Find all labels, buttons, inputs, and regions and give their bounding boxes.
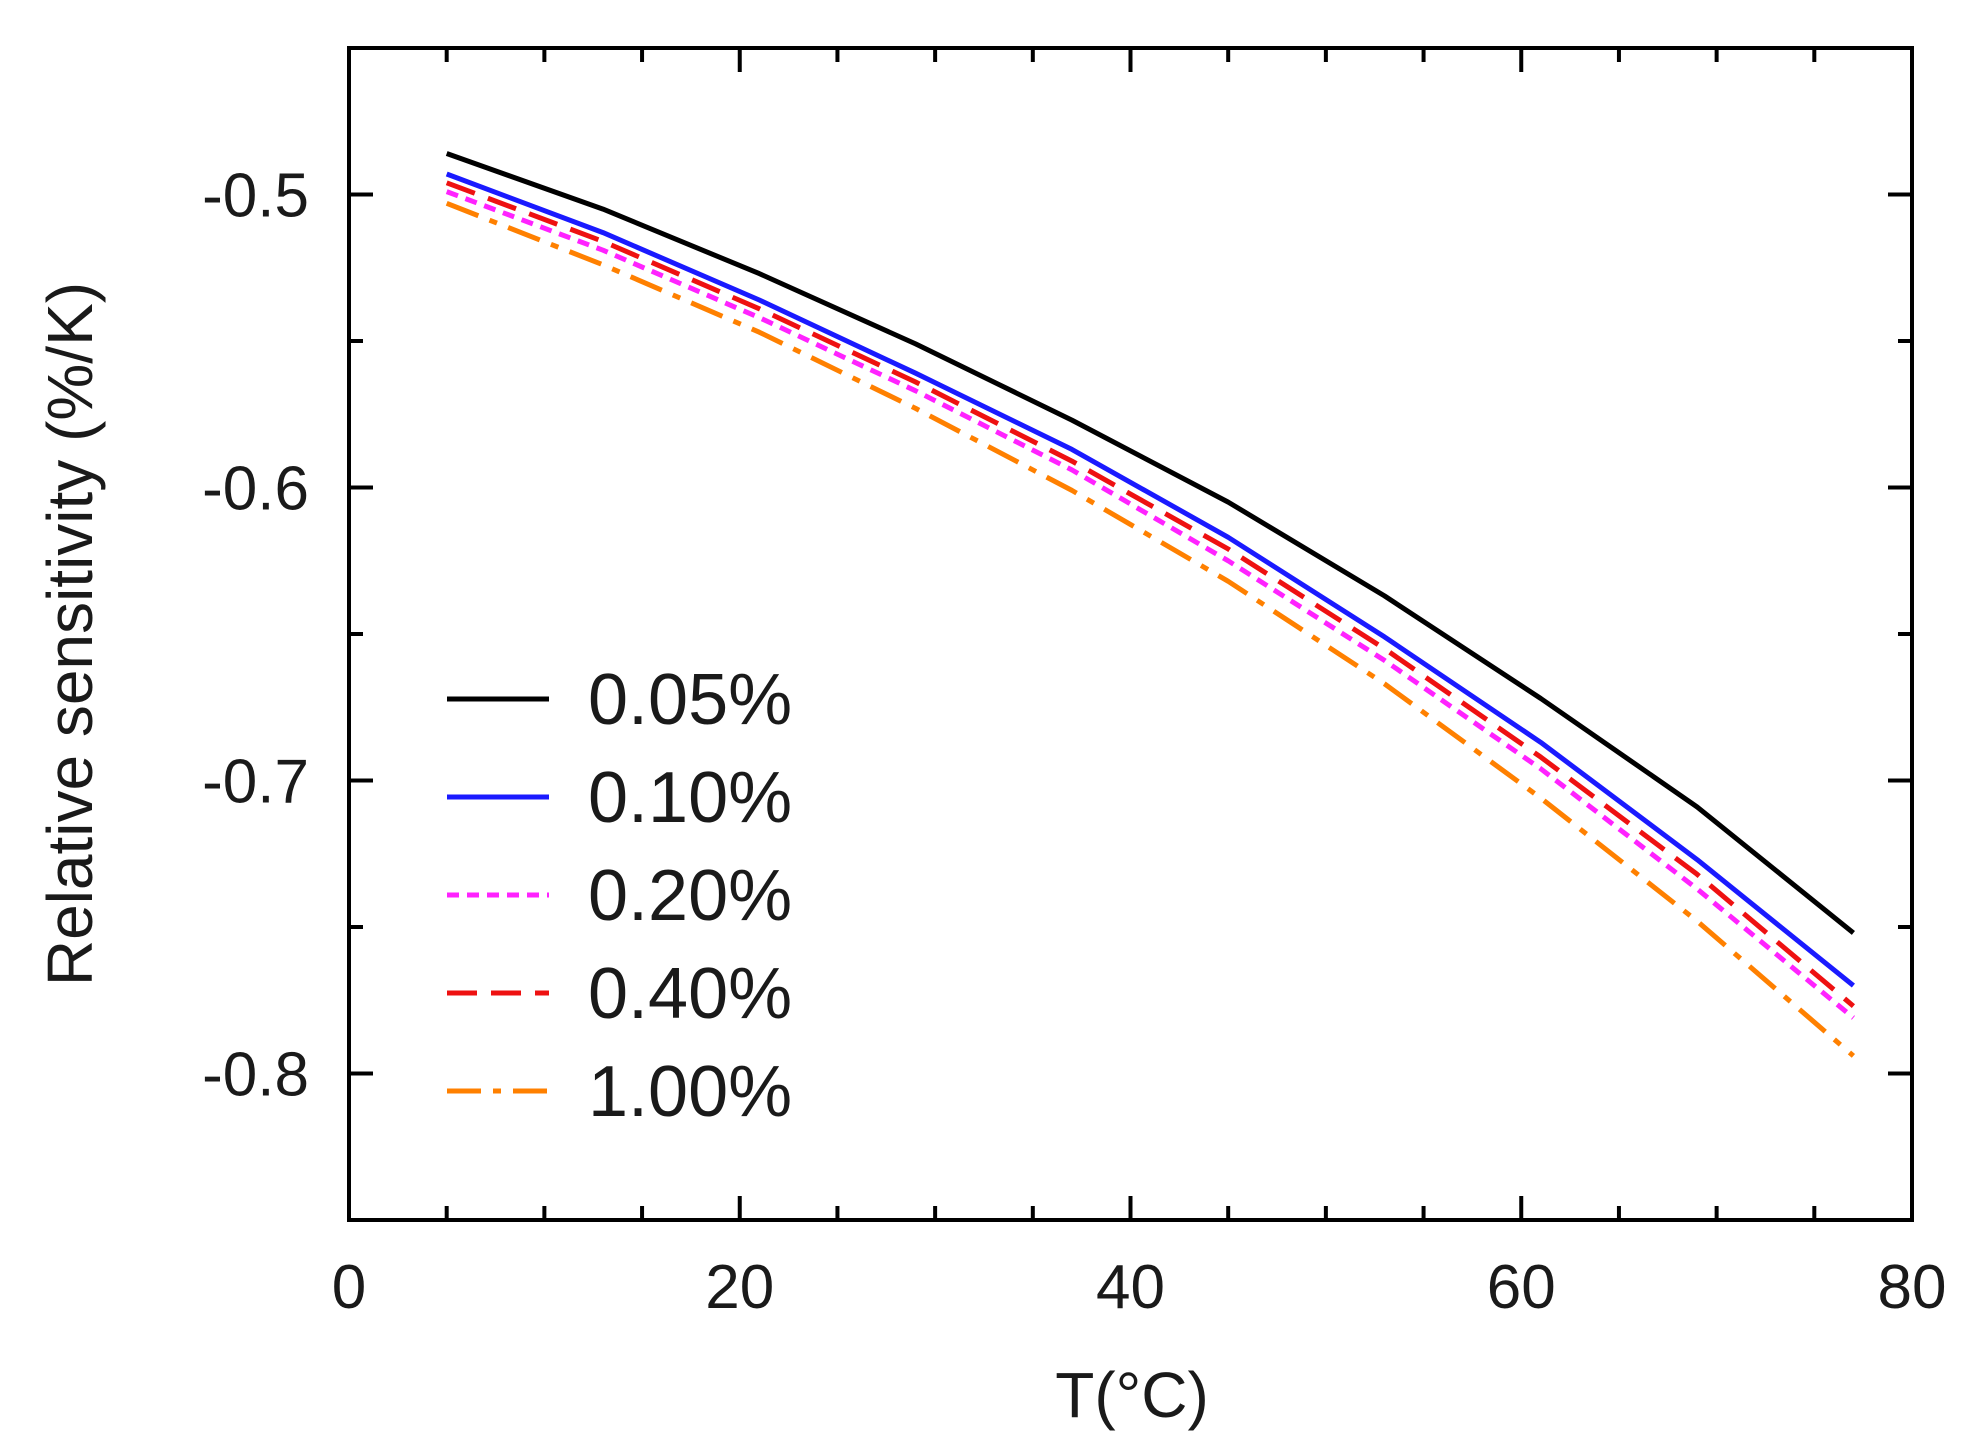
- x-tick-labels: 0 20 40 60 80: [332, 1253, 1947, 1322]
- y-tick-label: -0.6: [202, 455, 309, 524]
- legend: 0.05% 0.10% 0.20% 0.40% 1.00%: [447, 660, 792, 1132]
- x-tick-label: 0: [332, 1253, 366, 1322]
- series-line: [445, 200, 1856, 1058]
- axis-ticks: [347, 46, 1914, 1222]
- y-tick-label: -0.8: [202, 1041, 309, 1110]
- plot-frame: [347, 46, 1914, 1222]
- series-line: [445, 171, 1855, 988]
- x-tick-label: 60: [1487, 1253, 1556, 1322]
- y-tick-label: -0.7: [202, 748, 309, 817]
- x-axis-label: T(°C): [1055, 1359, 1209, 1431]
- legend-label: 0.20%: [588, 856, 792, 936]
- legend-label: 0.40%: [588, 954, 792, 1034]
- y-tick-label: -0.5: [202, 162, 309, 231]
- y-tick-labels: -0.8 -0.7 -0.6 -0.5: [202, 162, 309, 1110]
- x-tick-label: 40: [1096, 1253, 1165, 1322]
- series-line: [445, 151, 1855, 935]
- series-line: [445, 180, 1856, 1009]
- y-axis-label: Relative sensitivity (%/K): [34, 282, 106, 986]
- legend-label: 0.05%: [588, 660, 792, 740]
- legend-label: 0.10%: [588, 758, 792, 838]
- legend-label: 1.00%: [588, 1052, 792, 1132]
- x-tick-label: 80: [1878, 1253, 1947, 1322]
- series-lines: [445, 151, 1856, 1058]
- x-tick-label: 20: [705, 1253, 774, 1322]
